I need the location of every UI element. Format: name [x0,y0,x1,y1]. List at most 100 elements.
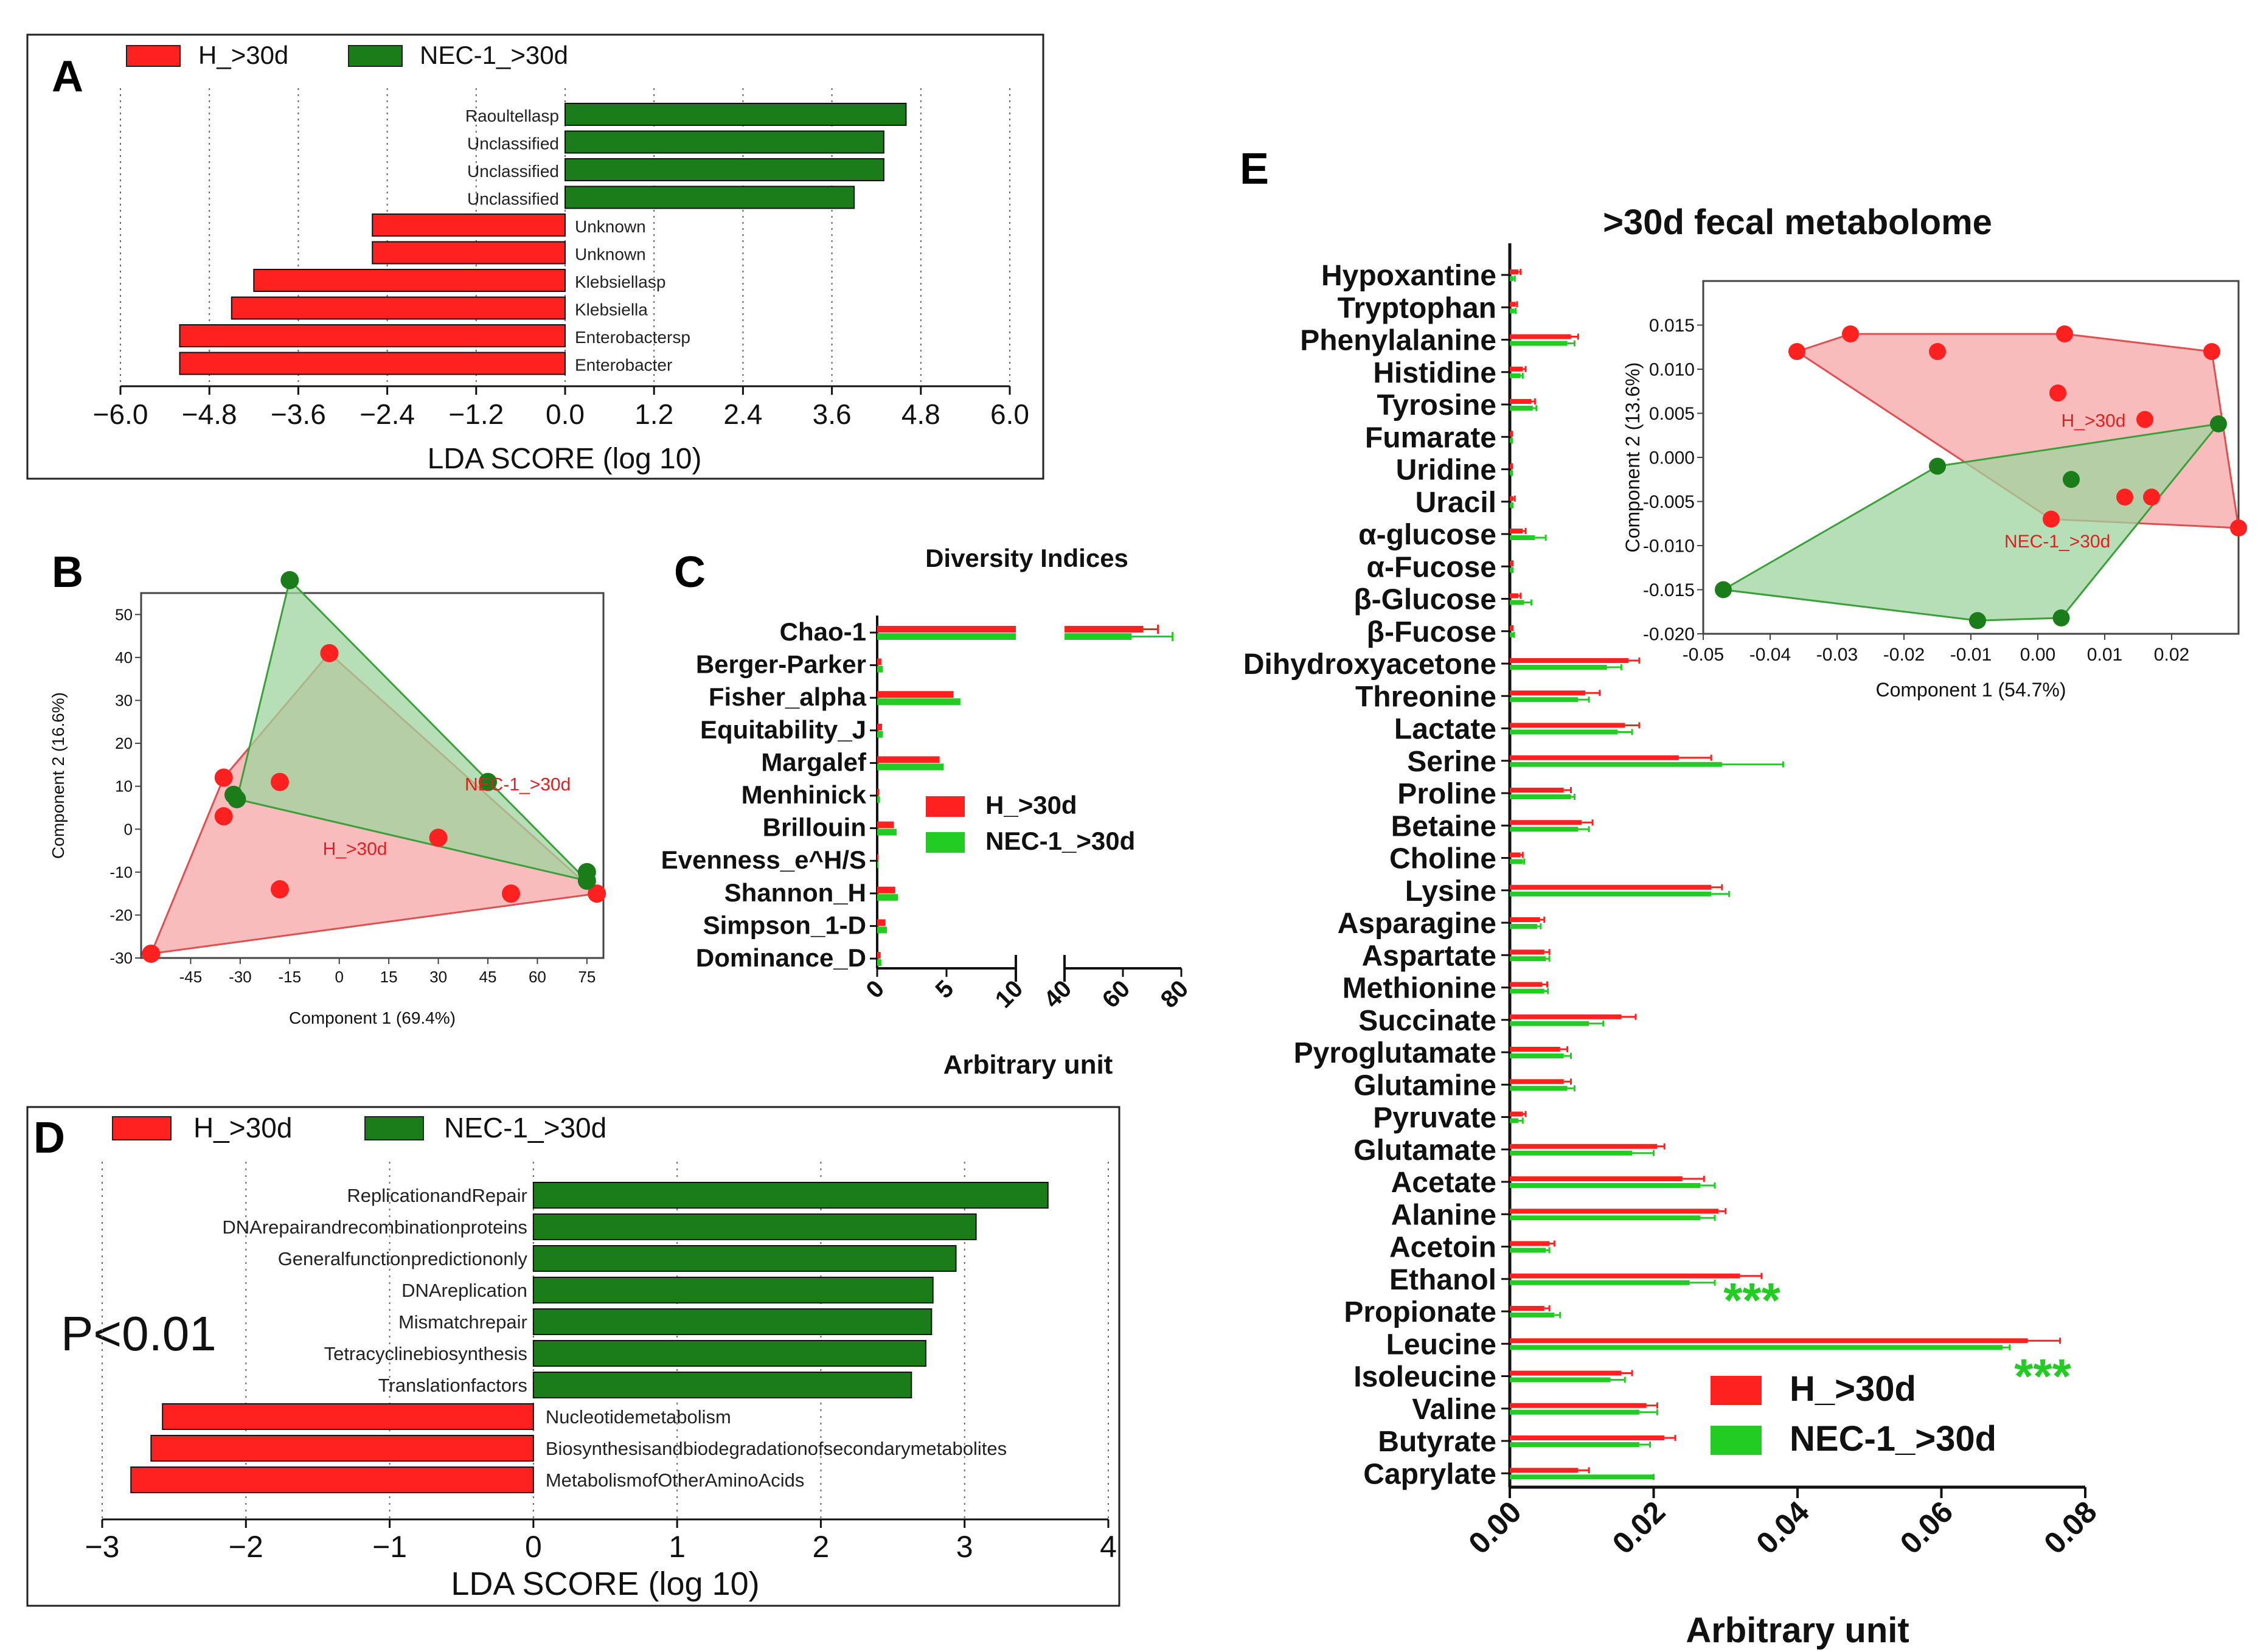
bar-h [1510,852,1521,858]
panel-d-bars [130,1182,1049,1493]
panel-e: E >30d fecal metabolome HypoxantineTrypt… [1240,145,2247,1650]
e-legend-label-h: H_>30d [1790,1369,1916,1409]
x-tick-label: 75 [578,968,596,986]
bar-label: Translationfactors [378,1375,527,1396]
point-h [1929,343,1946,360]
y-tick-label: -20 [109,906,133,925]
x-tick-label: 0.02 [2154,645,2189,665]
bar-nec [1510,1377,1611,1383]
bar-label: Unknown [575,245,646,264]
bar-h [1510,1370,1622,1376]
y-tick-label: -0.020 [1643,625,1695,645]
e-legend-swatch-h [1711,1376,1762,1405]
x-tick-label: −1 [372,1530,407,1564]
bar-h [1510,529,1523,533]
bar-nec [877,959,881,966]
point-h [1788,343,1805,360]
y-tick-label: -0.010 [1643,536,1695,557]
bar-label: Unknown [575,217,646,236]
category-label: Glutamate [1353,1134,1496,1167]
bar-nec [1510,406,1533,411]
bar-nec-broken [1065,633,1132,640]
bar-h [877,919,886,926]
x-tick-label: 0.04 [1749,1494,1816,1561]
bar-biosynthesisandbiodegradationofsecondarymetabolites [150,1435,534,1462]
group-label: H_>30d [2062,411,2126,431]
category-label: Ethanol [1389,1264,1496,1296]
category-label: Butyrate [1378,1426,1496,1458]
bar-h [1510,1241,1550,1246]
bar-h [877,789,880,796]
category-label: Lactate [1394,713,1496,746]
y-tick-label: 30 [115,692,133,710]
bar-nec [1510,988,1544,994]
panel-d-letter: D [33,1114,65,1162]
bar-klebsiellasp [253,269,566,292]
x-tick-label: 4.8 [901,398,940,430]
bar-nec [1510,1021,1589,1026]
significance-stars: *** [2014,1349,2071,1403]
bar-nucleotidemetabolism [162,1403,534,1430]
panel-c-title: Diversity Indices [925,544,1128,572]
y-tick-label: 0.005 [1649,404,1695,424]
panel-b: B H_>30d NEC-1_>30d -45 -30 -15 0 15 30 45 60 75 5… [49,548,606,1027]
bar-nec [1510,827,1579,832]
bar-raoultellasp [564,103,907,126]
category-label: Acetoin [1389,1232,1496,1264]
bar-nec [1510,956,1546,962]
bar-h [1510,1468,1579,1473]
bar-label: Mismatchrepair [398,1311,527,1333]
category-label: Propionate [1344,1296,1496,1328]
bar-nec [1510,1409,1639,1415]
inset-plot: H_>30d NEC-1_>30d [1715,325,2247,630]
bar-nec [877,665,883,673]
d-legend-label-nec: NEC-1_>30d [444,1112,606,1144]
bar-h [1510,1014,1622,1019]
panel-e-title: >30d fecal metabolome [1603,203,1992,242]
c-legend-swatch-nec [926,832,965,853]
bar-unclassified [564,158,884,181]
point-nec [280,571,299,589]
bar-h [1510,496,1513,501]
bar-h [877,691,954,698]
bar-h [1510,1435,1665,1440]
category-label: β-Fucose [1367,616,1496,648]
panel-c-letter: C [674,548,706,597]
bar-nec [1510,373,1521,378]
bar-h [877,886,895,894]
panel-d-legend: H_>30d NEC-1_>30d [112,1112,606,1144]
panel-b-plot: H_>30d NEC-1_>30d [142,571,606,963]
hull-nec [1720,422,2221,622]
category-label: Uracil [1416,487,1496,519]
point-nec [1929,457,1946,475]
x-tick-label: 0.0 [546,398,585,430]
bar-dnarepairandrecombinationproteins [532,1213,977,1240]
x-tick-label: −2.4 [360,398,415,430]
x-tick-label: -0.03 [1816,645,1858,665]
category-label: Isoleucine [1353,1361,1496,1393]
bar-nec [877,633,1016,640]
significance-stars: *** [1723,1273,1780,1327]
bar-unclassified [564,130,884,154]
bar-label: Unclassified [467,190,559,209]
category-label: Betaine [1391,810,1496,842]
category-label: Pyroglutamate [1294,1037,1496,1069]
x-tick-label: 30 [429,968,447,986]
bar-h [1510,723,1625,728]
y-tick-label: 0.010 [1649,360,1695,380]
bar-h [1510,1306,1544,1311]
x-tick-label: 15 [380,968,398,986]
y-tick-label: 40 [115,648,133,667]
x-tick-label: 4 [1100,1530,1117,1564]
x-tick-label: 3.6 [813,398,852,430]
bar-h [877,626,1016,633]
bar-nec [877,861,879,869]
bar-h [1510,1176,1683,1181]
bar-nec [1510,794,1571,799]
bar-nec [1510,502,1512,508]
bar-h [1510,1338,2028,1344]
x-tick-label: 0.06 [1894,1494,1959,1560]
category-label: α-glucose [1358,519,1496,551]
x-tick-label: 40 [1039,975,1077,1013]
bar-nec [1510,567,1512,573]
